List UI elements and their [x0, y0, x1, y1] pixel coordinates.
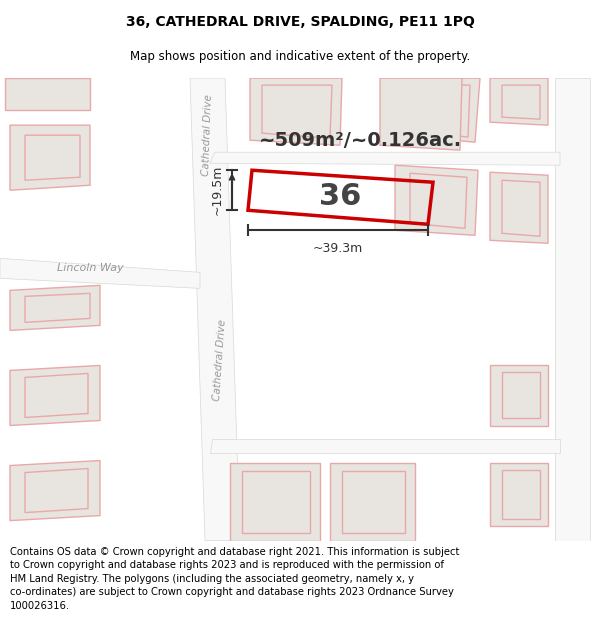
Polygon shape — [25, 293, 90, 322]
Polygon shape — [190, 78, 240, 541]
Polygon shape — [400, 78, 480, 142]
Text: Cathedral Drive: Cathedral Drive — [200, 94, 214, 176]
Polygon shape — [25, 135, 80, 180]
Polygon shape — [10, 286, 100, 331]
Polygon shape — [230, 462, 320, 541]
Polygon shape — [25, 469, 88, 512]
Polygon shape — [502, 372, 540, 419]
Text: Map shows position and indicative extent of the property.: Map shows position and indicative extent… — [130, 50, 470, 62]
Polygon shape — [10, 366, 100, 426]
Text: 36, CATHEDRAL DRIVE, SPALDING, PE11 1PQ: 36, CATHEDRAL DRIVE, SPALDING, PE11 1PQ — [125, 15, 475, 29]
Polygon shape — [502, 469, 540, 519]
Polygon shape — [330, 462, 415, 541]
Text: Lincoln Way: Lincoln Way — [56, 263, 124, 273]
Text: 36: 36 — [319, 182, 361, 211]
Polygon shape — [490, 462, 548, 526]
Polygon shape — [262, 85, 332, 138]
Polygon shape — [210, 152, 560, 165]
Polygon shape — [490, 78, 548, 125]
Polygon shape — [415, 85, 470, 138]
Polygon shape — [10, 125, 90, 190]
Text: ~509m²/~0.126ac.: ~509m²/~0.126ac. — [259, 131, 461, 150]
Polygon shape — [502, 180, 540, 236]
Polygon shape — [25, 374, 88, 418]
Polygon shape — [342, 471, 405, 532]
Polygon shape — [0, 258, 200, 288]
Polygon shape — [210, 439, 560, 452]
Polygon shape — [490, 366, 548, 426]
Polygon shape — [10, 461, 100, 521]
Text: ~19.5m: ~19.5m — [211, 165, 224, 216]
Polygon shape — [555, 78, 590, 541]
Polygon shape — [395, 165, 478, 235]
Polygon shape — [380, 78, 462, 150]
Polygon shape — [502, 85, 540, 119]
Text: Contains OS data © Crown copyright and database right 2021. This information is : Contains OS data © Crown copyright and d… — [10, 546, 460, 611]
Polygon shape — [250, 78, 342, 145]
Polygon shape — [242, 471, 310, 532]
Text: ~39.3m: ~39.3m — [313, 242, 363, 255]
Polygon shape — [490, 173, 548, 243]
Polygon shape — [410, 173, 467, 228]
Polygon shape — [5, 78, 90, 110]
Text: Cathedral Drive: Cathedral Drive — [212, 319, 228, 401]
